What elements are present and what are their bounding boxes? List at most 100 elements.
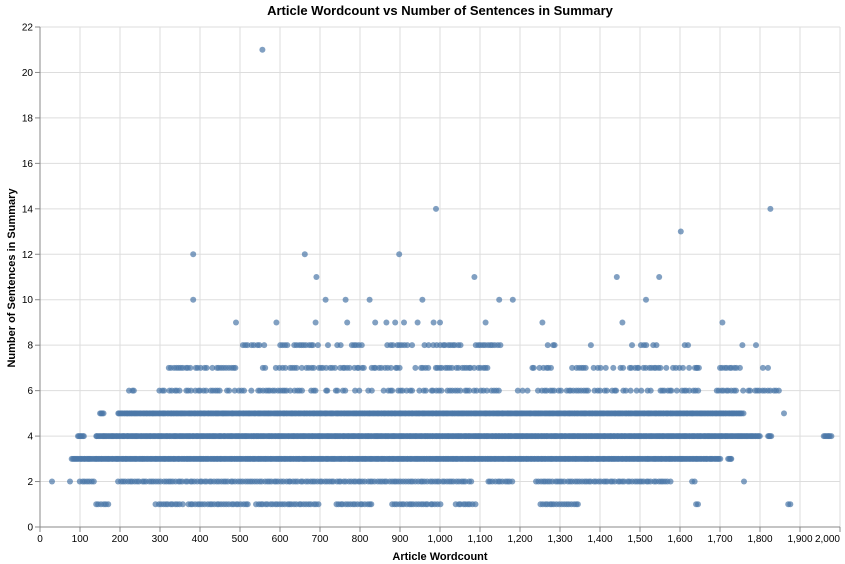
scatter-point [765,364,771,371]
scatter-point [409,387,416,394]
scatter-point [324,342,331,349]
scatter-point [430,319,437,326]
scatter-point [299,387,306,394]
scatter-point [259,46,266,53]
scatter-point [733,387,739,394]
x-tick-label: 300 [152,534,169,545]
scatter-point [342,387,349,394]
scatter-point [694,501,701,508]
scatter-point [457,387,464,394]
scatter-point [638,387,645,394]
scatter-point [409,342,416,349]
scatter-point [473,387,480,394]
scatter-point [585,387,591,394]
scatter-point [261,342,268,349]
scatter-point [828,433,835,440]
scatter-point [691,478,698,485]
scatter-point [421,342,428,349]
scatter-point [449,364,456,371]
scatter-point [324,387,331,394]
scatter-point [380,387,387,394]
scatter-point [161,387,168,394]
scatter-point [419,296,426,303]
scatter-point [309,342,316,349]
scatter-point [342,296,349,303]
scatter-point [677,228,684,235]
x-tick-label: 2,000 [815,534,840,545]
y-tick-label: 2 [27,477,33,488]
scatter-point [90,478,97,485]
y-tick-label: 16 [22,159,34,170]
scatter-point [767,205,774,212]
scatter-point [337,342,344,349]
scatter-point [203,387,210,394]
scatter-point [352,387,359,394]
scatter-point [643,296,649,303]
scatter-point [368,387,375,394]
scatter-point [653,342,660,349]
scatter-point [747,387,754,394]
scatter-point [310,364,317,371]
scatter-point [547,364,554,371]
scatter-point [179,501,186,508]
scatter-point [130,387,137,394]
scatter-point [740,410,747,417]
scatter-point [392,319,399,326]
scatter-point [587,342,594,349]
x-tick-label: 1,700 [707,534,732,545]
scatter-point [366,296,373,303]
scatter-point [49,478,55,485]
x-tick-label: 1,200 [507,534,532,545]
y-tick-label: 6 [27,386,33,397]
scatter-point [667,478,674,485]
scatter-point [437,501,444,508]
scatter-point [466,387,473,394]
scatter-point [372,319,379,326]
scatter-point [256,342,263,349]
y-tick-label: 22 [22,23,34,34]
scatter-point [602,364,609,371]
x-tick-label: 1,100 [467,534,492,545]
scatter-point [401,319,407,326]
scatter-point [425,364,432,371]
scatter-point [673,387,680,394]
scatter-point [396,364,403,371]
scatter-point [425,342,432,349]
scatter-point [248,387,255,394]
scatter-point [551,342,558,349]
scatter-point [759,364,766,371]
y-tick-label: 18 [22,113,34,124]
scatter-point [679,364,686,371]
x-tick-label: 700 [312,534,329,545]
scatter-point [396,251,403,258]
scatter-point [404,342,411,349]
x-tick-label: 0 [37,534,43,545]
scatter-point [273,319,280,326]
x-tick-label: 1,500 [627,534,652,545]
scatter-point [657,364,664,371]
scatter-point [187,364,194,371]
scatter-point [346,364,353,371]
scatter-point [514,387,521,394]
scatter-point [619,319,626,326]
scatter-point [282,364,289,371]
scatter-point [360,364,367,371]
scatter-point [530,364,537,371]
scatter-point [368,501,375,508]
scatter-point [203,364,210,371]
scatter-point [344,319,351,326]
scatter-point [613,274,620,280]
scatter-point [695,387,702,394]
scatter-point [100,410,107,417]
scatter-point [663,364,670,371]
scatter-point [438,387,445,394]
x-tick-label: 1,400 [587,534,612,545]
scatter-point [603,387,610,394]
axis-layer: 0 100 200 300 400 500 600 700 800 900 1,000 1,100 1,… [22,23,841,545]
scatter-point [590,364,597,371]
x-tick-label: 200 [112,534,129,545]
x-axis-title: Article Wordcount [392,551,487,563]
scatter-point [551,387,558,394]
scatter-point [656,274,663,280]
scatter-point [635,364,642,371]
